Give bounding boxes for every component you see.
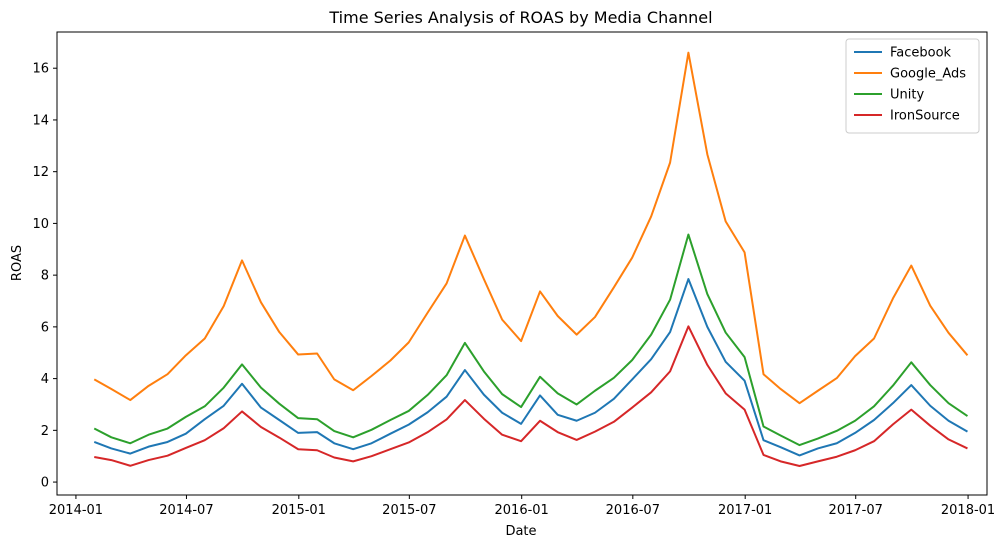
plot-area: 0 2 4 6 8 10 12 14 16 2014-01 2014-07 2015-01 2015-0… xyxy=(32,31,995,518)
series-line-ironsource xyxy=(94,325,968,468)
legend: Facebook Google_Ads Unity IronSource xyxy=(845,38,980,134)
x-tick-label: 2016-01 xyxy=(495,503,549,518)
x-tick-label: 2015-07 xyxy=(382,503,436,518)
series-line-unity xyxy=(93,233,969,447)
x-tick-label: 2017-01 xyxy=(718,503,772,518)
y-tick-label: 4 xyxy=(41,372,49,387)
legend-label-unity: Unity xyxy=(890,88,924,103)
legend-box xyxy=(845,38,980,134)
x-tick-label: 2016-07 xyxy=(606,503,660,518)
y-tick-label: 14 xyxy=(32,113,49,128)
y-tick-label: 0 xyxy=(41,476,49,491)
series-line-google-ads xyxy=(93,51,969,405)
x-tick-label: 2014-07 xyxy=(159,503,213,518)
y-tick-label: 12 xyxy=(32,165,49,180)
y-tick-label: 8 xyxy=(41,269,49,284)
x-tick-label: 2017-07 xyxy=(829,503,883,518)
legend-label-ironsource: IronSource xyxy=(890,109,960,124)
x-tick-label: 2015-01 xyxy=(272,503,326,518)
y-tick-label: 16 xyxy=(32,62,49,77)
y-tick-label: 2 xyxy=(41,424,49,439)
legend-label-google-ads: Google_Ads xyxy=(890,67,966,82)
chart-title: Time Series Analysis of ROAS by Media Ch… xyxy=(328,8,712,27)
legend-label-facebook: Facebook xyxy=(890,46,952,61)
y-axis-label: ROAS xyxy=(10,245,25,281)
x-axis-label: Date xyxy=(505,524,536,539)
x-tick-label: 2018-01 xyxy=(941,503,995,518)
y-tick-label: 10 xyxy=(32,217,49,232)
y-tick-label: 6 xyxy=(41,320,49,335)
x-tick-label: 2014-01 xyxy=(49,503,103,518)
series-line-facebook xyxy=(93,278,968,457)
